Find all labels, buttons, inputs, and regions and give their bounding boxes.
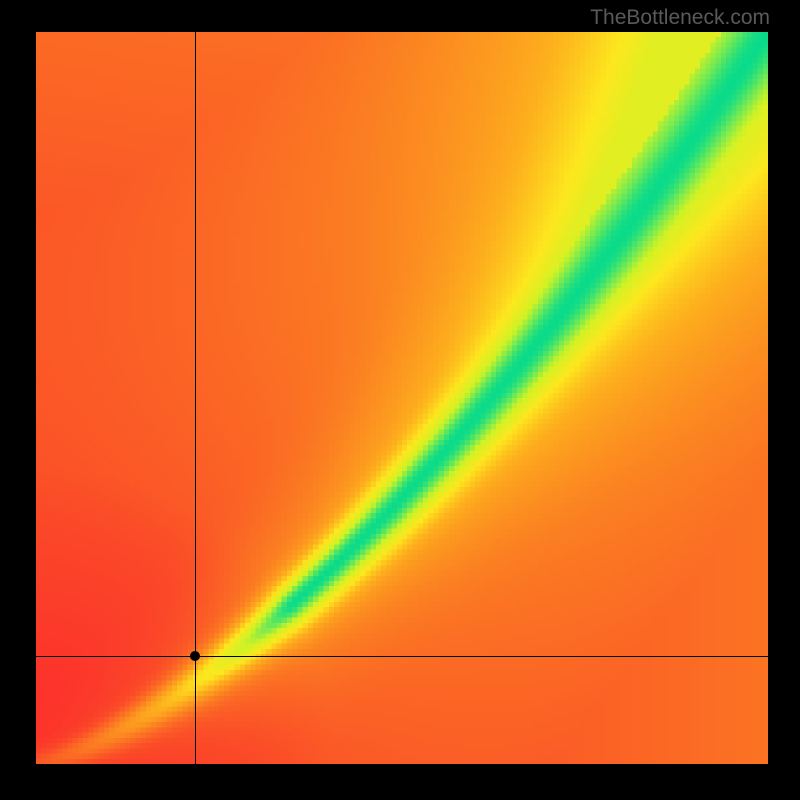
crosshair-marker-dot — [190, 651, 200, 661]
heatmap-canvas — [36, 32, 768, 764]
crosshair-horizontal — [36, 656, 768, 657]
bottleneck-heatmap — [36, 32, 768, 764]
watermark-text: TheBottleneck.com — [590, 6, 770, 30]
